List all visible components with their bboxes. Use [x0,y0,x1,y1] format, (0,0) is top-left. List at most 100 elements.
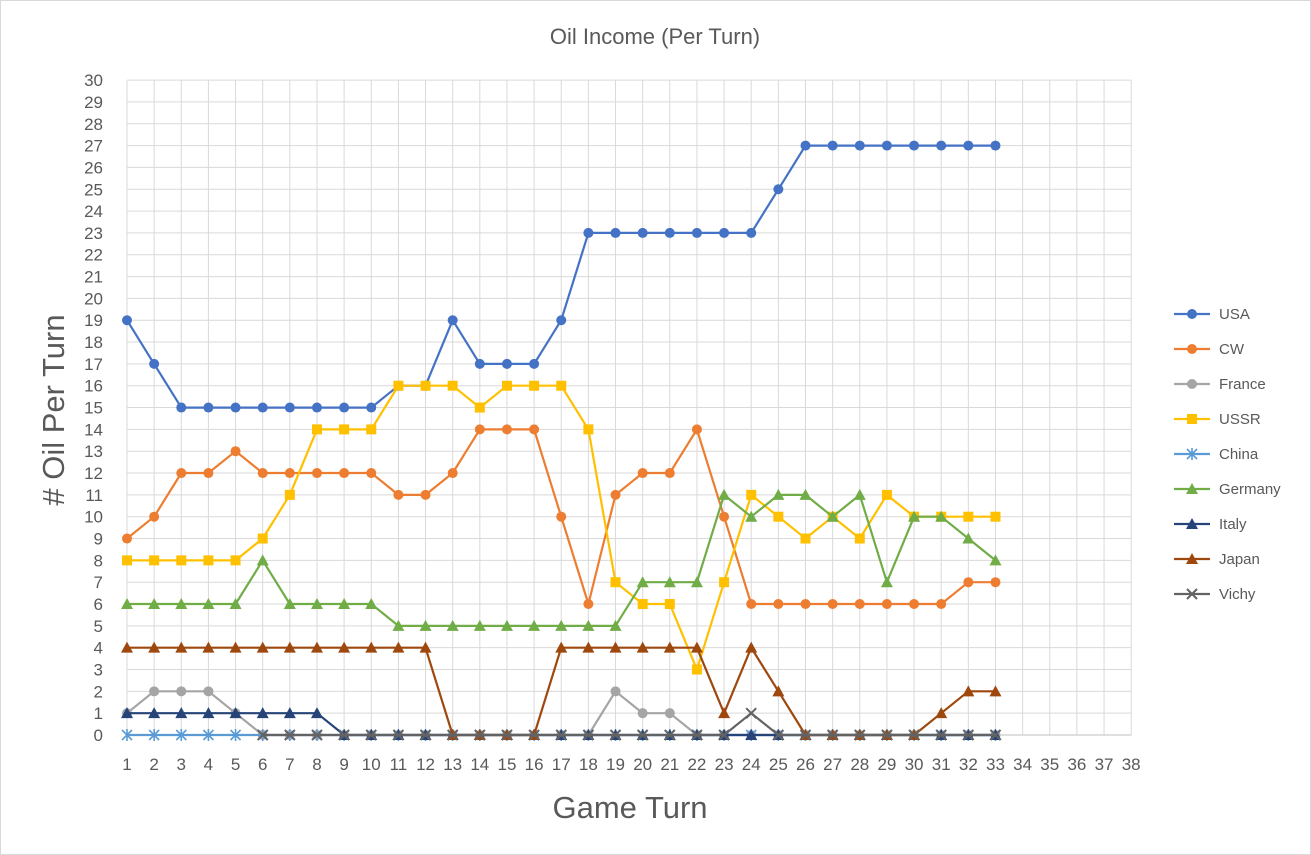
data-point-germany [935,510,948,522]
data-point-italy [310,707,323,719]
data-point-ussr [719,577,730,588]
data-point-japan [229,641,242,653]
y-tick-label: 9 [94,530,103,549]
data-point-cw [719,511,730,522]
data-point-germany [256,554,269,566]
legend-label: Germany [1219,481,1281,498]
x-tick-label: 17 [552,755,571,774]
data-point-ussr [664,599,675,610]
x-tick-label: 1 [122,755,131,774]
data-point-japan [175,641,188,653]
legend-marker [1187,379,1197,389]
data-point-usa [230,402,241,413]
x-tick-label: 32 [959,755,978,774]
data-point-italy [121,707,133,719]
x-tick-label: 10 [362,755,381,774]
data-point-vichy [691,729,703,741]
data-point-china [202,729,214,741]
series-line-vichy [262,712,996,737]
data-point-vichy [826,729,839,741]
legend-item-italy: Italy [1174,516,1247,533]
data-point-ussr [746,489,757,500]
data-point-cw [556,511,567,522]
x-tick-label: 36 [1067,755,1086,774]
data-point-ussr [610,577,621,588]
data-point-usa [529,358,540,369]
data-point-germany [880,576,893,588]
data-point-japan [935,707,948,719]
x-tick-label: 7 [285,755,294,774]
legend-label: Vichy [1219,586,1256,603]
data-point-usa [284,402,295,413]
data-point-japan [121,641,133,653]
y-tick-label: 26 [84,158,103,177]
series-layer [121,140,1002,741]
data-point-cw [827,599,838,610]
y-tick-label: 14 [84,420,103,439]
y-tick-label: 15 [84,399,103,418]
x-tick-label: 5 [231,755,240,774]
data-point-germany [690,576,703,588]
data-point-germany [392,619,405,631]
x-tick-label: 12 [416,755,435,774]
data-point-japan [609,641,622,653]
data-point-usa [447,315,458,326]
legend-item-ussr: USSR [1174,411,1261,428]
data-point-germany [962,532,975,544]
data-point-usa [257,402,268,413]
legend-label: CW [1219,341,1245,358]
data-point-ussr [284,489,295,500]
data-point-china [148,729,160,741]
data-point-usa [501,358,512,369]
series-vichy [256,707,1002,741]
data-point-germany [528,619,541,631]
legend-item-china: China [1174,446,1259,463]
data-point-vichy [284,729,296,741]
data-point-cw [203,468,214,479]
data-point-vichy [962,729,975,741]
data-point-vichy [582,729,595,741]
data-point-usa [719,227,730,238]
data-point-cw [447,468,458,479]
data-point-ussr [230,555,241,566]
data-point-italy [283,707,296,719]
data-point-ussr [854,533,865,544]
x-tick-label: 8 [312,755,321,774]
x-tick-label: 20 [633,755,652,774]
y-tick-label: 11 [85,486,103,505]
data-point-ussr [420,380,431,391]
legend-marker [1186,483,1198,494]
data-point-cw [230,446,241,457]
data-point-japan [283,641,296,653]
data-point-japan [419,641,432,653]
data-point-germany [663,576,676,588]
data-point-cw [990,577,1001,588]
y-tick-label: 30 [84,71,103,90]
data-point-china [121,729,133,741]
data-point-japan [636,641,649,653]
legend-marker [1187,344,1197,354]
legend-item-vichy: Vichy [1174,586,1256,603]
data-point-ussr [501,380,512,391]
data-point-cw [909,599,920,610]
data-point-vichy [799,729,812,741]
data-point-usa [610,227,621,238]
data-point-france [610,686,621,697]
data-point-cw [854,599,865,610]
data-point-cw [583,599,594,610]
data-point-france [149,686,160,697]
data-point-usa [122,315,132,326]
data-point-germany [365,598,378,610]
data-point-vichy [745,707,757,719]
data-point-germany [229,598,242,610]
data-point-cw [501,424,512,435]
data-point-japan [690,641,703,653]
data-point-usa [800,140,811,151]
data-point-japan [745,641,758,653]
data-point-cw [122,533,132,544]
legend-label: Japan [1219,551,1260,568]
data-point-germany [175,598,188,610]
series-usa [122,140,1001,413]
legend-label: France [1219,376,1266,393]
data-point-germany [310,598,323,610]
